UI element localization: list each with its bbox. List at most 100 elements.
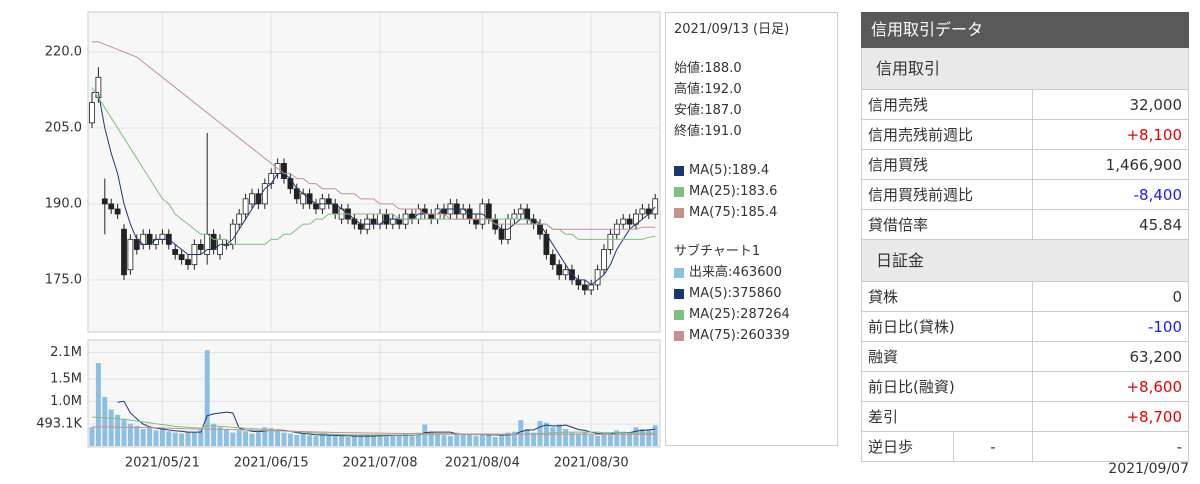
legend-text: MA(5):375860 bbox=[689, 286, 782, 301]
candle-body bbox=[89, 102, 95, 124]
x-tick-label: 2021/07/08 bbox=[343, 456, 418, 471]
row-label: 貸株 bbox=[862, 282, 1033, 311]
volume-bar bbox=[211, 423, 217, 446]
table-row: 信用売残前週比 +8,100 bbox=[861, 120, 1189, 150]
volume-bar bbox=[505, 432, 511, 446]
volume-bar bbox=[377, 435, 383, 446]
candle-body bbox=[268, 173, 275, 185]
volume-bar bbox=[287, 433, 293, 446]
row-label: 信用売残前週比 bbox=[862, 120, 1033, 149]
volume-bar bbox=[345, 437, 351, 446]
volume-bar bbox=[115, 414, 121, 446]
legend-swatch bbox=[674, 330, 684, 341]
candle-body bbox=[357, 223, 364, 230]
volume-bar bbox=[217, 427, 223, 446]
row-value: +8,700 bbox=[1126, 408, 1182, 426]
table-row: 貸株 0 bbox=[861, 282, 1189, 312]
volume-bar bbox=[153, 430, 159, 446]
y-tick-label: 220.0 bbox=[45, 45, 82, 60]
row-value: +8,600 bbox=[1126, 378, 1182, 396]
ma-line bbox=[117, 400, 656, 437]
volume-bar bbox=[294, 434, 300, 446]
table-row: 信用買残 1,466,900 bbox=[861, 150, 1189, 180]
table-row: 信用売残 32,000 bbox=[861, 90, 1189, 120]
candle-body bbox=[101, 198, 108, 205]
volume-bar bbox=[627, 432, 633, 446]
volume-bar bbox=[486, 433, 492, 446]
legend-swatch bbox=[674, 267, 684, 278]
candle-body bbox=[217, 238, 223, 255]
price-plot bbox=[87, 11, 661, 333]
volume-bar bbox=[652, 425, 658, 446]
volume-bar bbox=[307, 435, 313, 446]
legend-text: MA(75):260339 bbox=[689, 328, 790, 343]
table-row: 前日比(貸株) -100 bbox=[861, 312, 1189, 342]
row-label: 差引 bbox=[862, 402, 1033, 431]
legend-item: MA(75):185.4 bbox=[674, 202, 829, 223]
candle-body bbox=[242, 198, 249, 215]
volume-bar bbox=[441, 435, 447, 446]
candle-body bbox=[511, 213, 518, 220]
volume-bar bbox=[230, 432, 236, 446]
volume-bar bbox=[249, 433, 255, 446]
row-value: 0 bbox=[1172, 288, 1182, 306]
candle-body bbox=[261, 183, 268, 205]
legend-item: 出来高:463600 bbox=[674, 262, 829, 283]
volume-bar bbox=[236, 430, 242, 446]
candle-body bbox=[287, 178, 294, 190]
table-row: 信用買残前週比 -8,400 bbox=[861, 180, 1189, 210]
candle-body bbox=[575, 279, 582, 286]
y-tick-label: 2.1M bbox=[50, 345, 82, 360]
candle-body bbox=[185, 259, 191, 266]
volume-bar bbox=[332, 435, 338, 446]
row-value: - bbox=[1176, 438, 1182, 456]
volume-bar bbox=[518, 420, 524, 446]
ma-line bbox=[92, 92, 656, 286]
volume-bar bbox=[563, 429, 569, 446]
row-label: 信用買残前週比 bbox=[862, 180, 1033, 209]
row-label: 信用買残 bbox=[862, 150, 1033, 179]
volume-bar bbox=[588, 434, 594, 446]
sub-title: サブチャート1 bbox=[674, 244, 761, 259]
volume-bar bbox=[255, 432, 261, 446]
candle-body bbox=[581, 284, 588, 291]
volume-bar bbox=[595, 435, 601, 446]
ohlc-text: 高値:192.0 bbox=[674, 82, 742, 97]
volume-bar bbox=[371, 436, 377, 446]
volume-bar bbox=[383, 436, 389, 446]
candle-body bbox=[172, 249, 179, 255]
volume-bar bbox=[607, 433, 613, 446]
candle-body bbox=[396, 218, 403, 225]
row-mid: - bbox=[954, 432, 1033, 461]
y-tick-label: 493.1K bbox=[36, 417, 82, 432]
candle-body bbox=[601, 249, 607, 271]
candle-body bbox=[121, 228, 127, 276]
legend-text: MA(75):185.4 bbox=[689, 205, 778, 220]
candle-body bbox=[562, 269, 569, 276]
candle-body bbox=[652, 198, 659, 215]
volume-bar bbox=[447, 436, 453, 446]
table-row: 融資 63,200 bbox=[861, 342, 1189, 372]
volume-bar bbox=[275, 430, 281, 446]
x-tick-label: 2021/08/04 bbox=[445, 456, 520, 471]
volume-bar bbox=[243, 431, 249, 446]
legend-item: MA(5):375860 bbox=[674, 283, 829, 304]
volume-bar bbox=[223, 429, 229, 446]
candle-body bbox=[370, 218, 377, 225]
margin-table: 信用取引データ 信用取引 信用売残 32,000 信用売残前週比 +8,100 信用買残 1,… bbox=[861, 12, 1189, 462]
row-label: 信用売残 bbox=[862, 90, 1033, 119]
volume-bar bbox=[134, 425, 140, 446]
candle-body bbox=[229, 223, 236, 245]
ohlc-text: 始値:188.0 bbox=[674, 61, 742, 76]
candle-body bbox=[620, 218, 627, 225]
row-label: 前日比(貸株) bbox=[862, 312, 1033, 341]
volume-bar bbox=[281, 432, 287, 446]
volume-bar bbox=[262, 427, 268, 446]
volume-bar bbox=[492, 437, 498, 446]
candle-body bbox=[588, 284, 595, 291]
candle-body bbox=[210, 233, 217, 250]
candle-body bbox=[127, 238, 134, 271]
row-label: 前日比(融資) bbox=[862, 372, 1033, 401]
volume-bar bbox=[147, 427, 153, 446]
volume-bar bbox=[531, 432, 537, 446]
